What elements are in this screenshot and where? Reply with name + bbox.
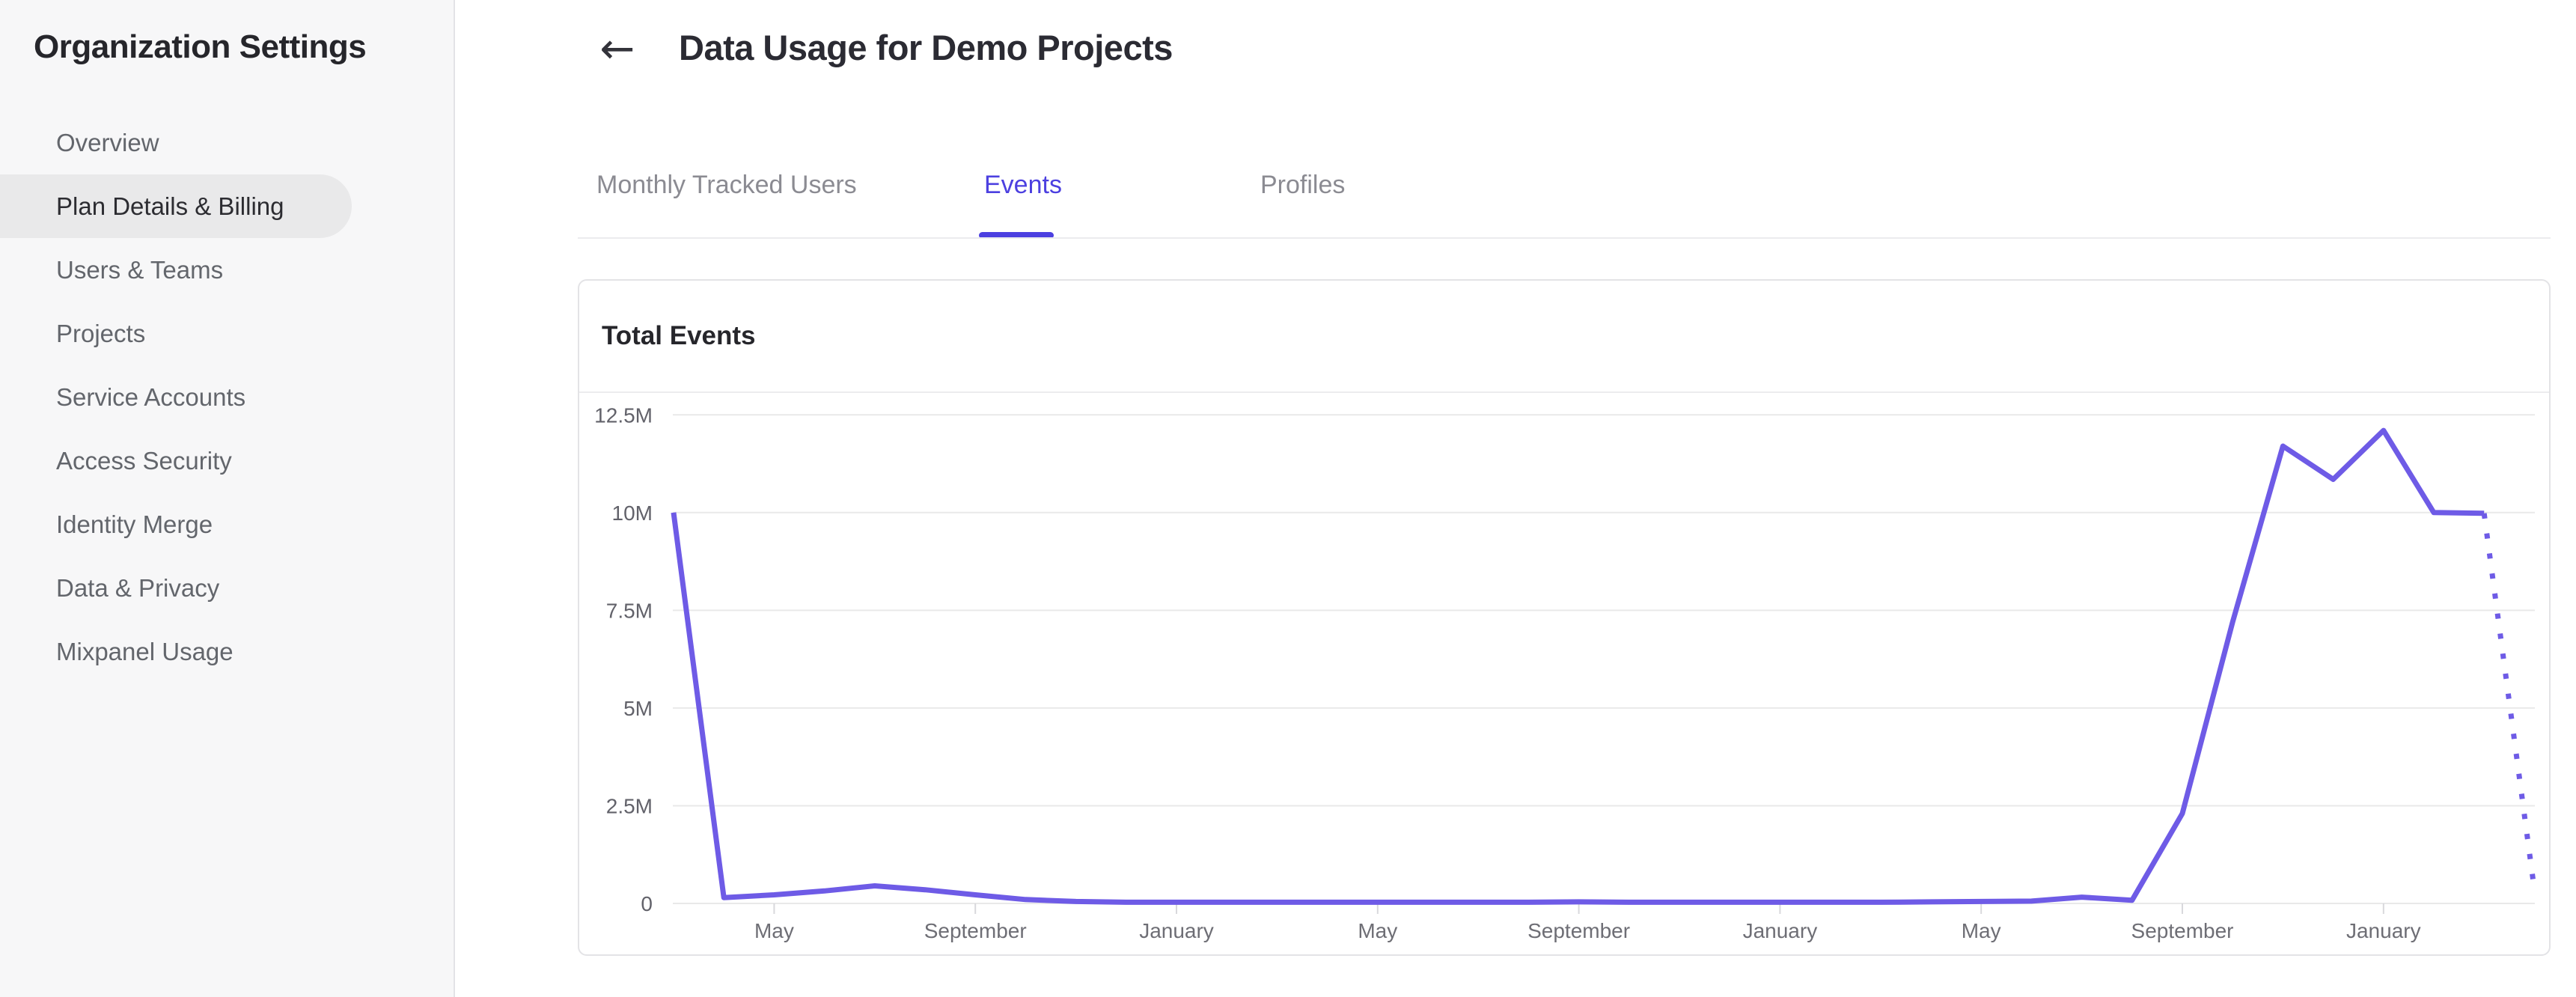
sidebar: Organization Settings Overview Plan Deta… [0,0,455,997]
tab-bar: Monthly Tracked Users Events Profiles [578,166,2551,241]
x-axis-label: January [1139,919,1214,942]
x-axis-label: May [1358,919,1397,942]
sidebar-item-label: Service Accounts [56,382,246,411]
sidebar-item-label: Identity Merge [56,510,213,538]
sidebar-item-projects[interactable]: Projects [0,302,352,365]
sidebar-item-access-security[interactable]: Access Security [0,429,352,493]
sidebar-item-label: Plan Details & Billing [56,192,284,220]
x-axis-label: January [1743,919,1818,942]
sidebar-item-identity-merge[interactable]: Identity Merge [0,493,352,556]
sidebar-item-data-privacy[interactable]: Data & Privacy [0,556,352,620]
total-events-line-chart: 12.5M 10M 7.5M 5M 2.5M 0 May September January Ma… [594,403,2537,942]
y-axis-label: 5M [623,697,653,720]
card-title: Total Events [602,321,756,350]
total-events-card: Total Events 12.5M 10M 7.5M 5M 2.5M 0 May Septe… [578,279,2551,956]
sidebar-item-label: Overview [56,128,159,156]
y-axis-label: 7.5M [606,599,653,622]
tabs-divider [578,237,2551,239]
sidebar-item-label: Mixpanel Usage [56,637,234,665]
sidebar-nav: Overview Plan Details & Billing Users & … [0,111,455,683]
sidebar-item-overview[interactable]: Overview [0,111,352,174]
sidebar-item-users-teams[interactable]: Users & Teams [0,238,352,302]
sidebar-item-label: Data & Privacy [56,573,220,602]
events-series-line [671,427,2485,905]
x-axis-label: September [2131,919,2234,942]
sidebar-item-service-accounts[interactable]: Service Accounts [0,365,352,429]
x-axis-label: May [1962,919,2001,942]
active-tab-indicator [979,232,1054,239]
sidebar-item-label: Access Security [56,446,232,475]
back-arrow-icon: ← [599,24,635,73]
sidebar-item-label: Projects [56,319,146,347]
x-axis-label: September [924,919,1027,942]
sidebar-item-label: Users & Teams [56,255,224,284]
y-axis-label: 2.5M [606,794,653,817]
x-axis-label: September [1527,919,1630,942]
sidebar-item-mixpanel-usage[interactable]: Mixpanel Usage [0,620,352,683]
y-axis-label: 10M [612,501,653,525]
x-axis-label: May [754,919,794,942]
tab-events[interactable]: Events [984,171,1062,199]
sidebar-item-plan-details-billing[interactable]: Plan Details & Billing [0,174,352,238]
page-title: Data Usage for Demo Projects [679,28,1173,67]
sidebar-title: Organization Settings [34,28,367,65]
y-axis-label: 0 [641,892,653,915]
tab-monthly-tracked-users[interactable]: Monthly Tracked Users [596,171,857,199]
tab-profiles[interactable]: Profiles [1260,171,1346,199]
y-axis-label: 12.5M [594,403,653,427]
back-button[interactable]: ← [591,22,644,75]
card-header: Total Events [579,281,2549,393]
events-projected-dotted-line [2481,513,2537,891]
x-axis-label: January [2346,919,2421,942]
